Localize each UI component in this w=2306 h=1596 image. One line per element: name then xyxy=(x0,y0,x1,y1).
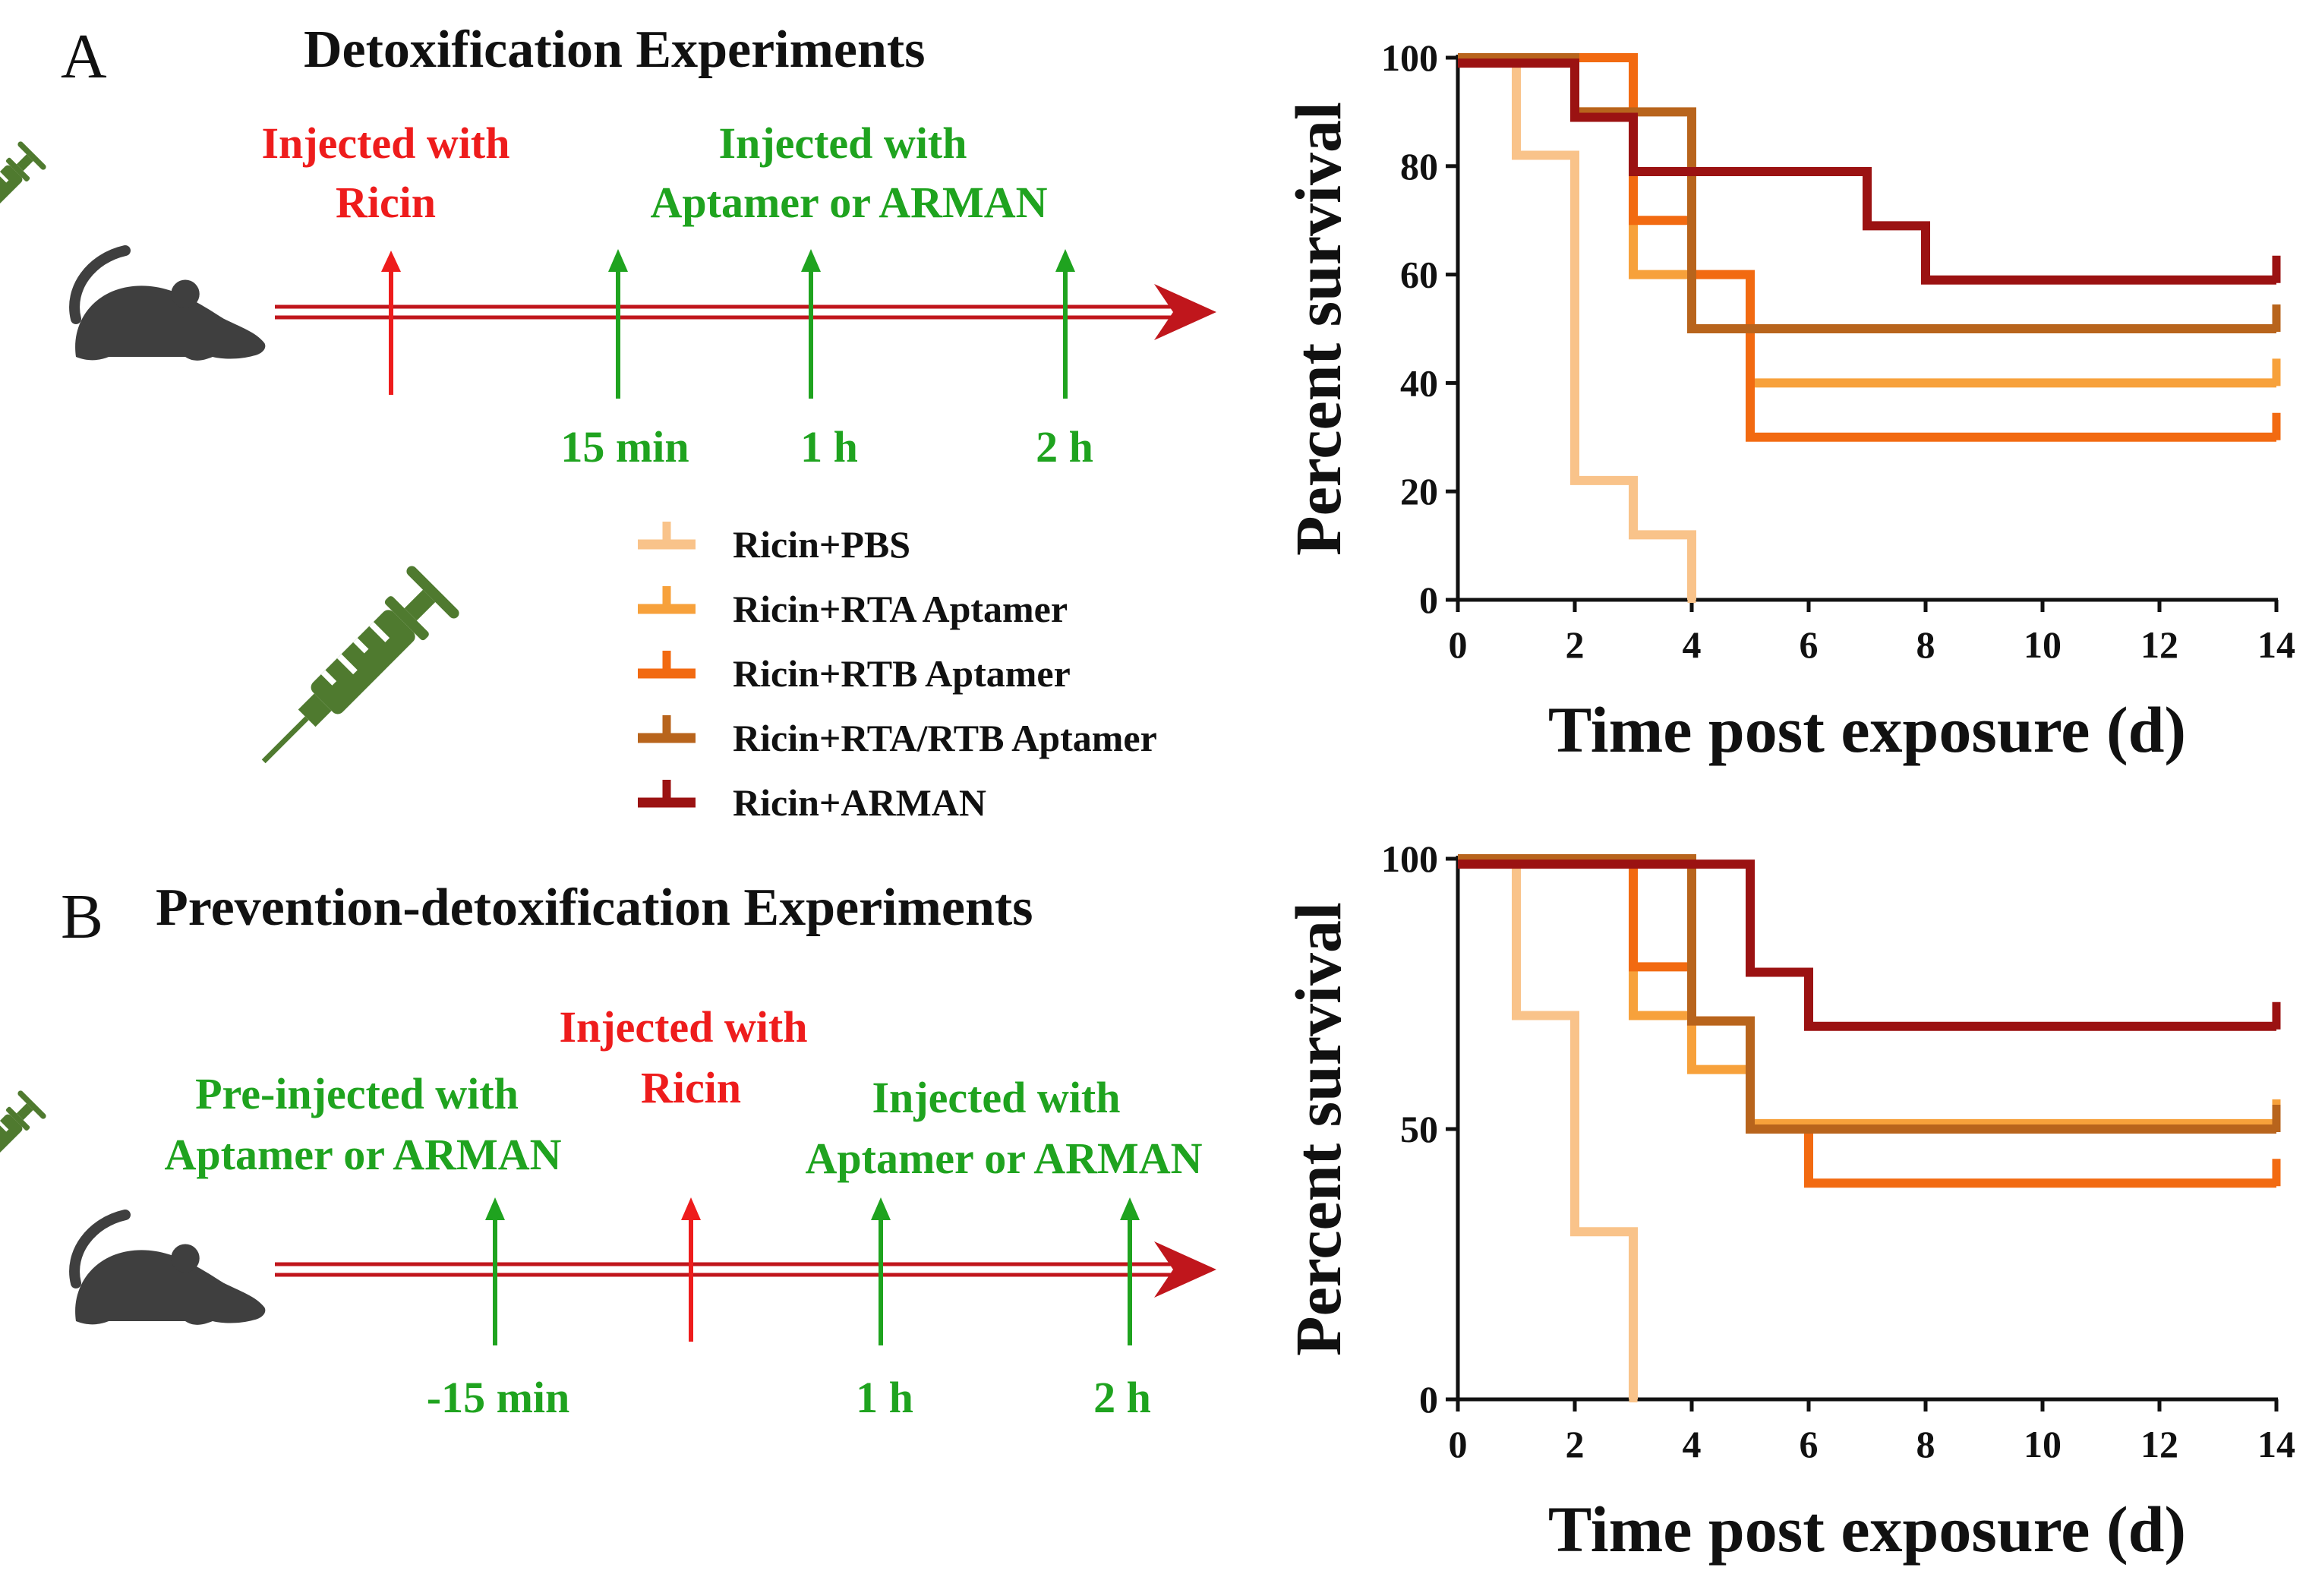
y-tick-label: 60 xyxy=(1400,254,1438,296)
legend-item: Ricin+PBS xyxy=(638,522,910,566)
y-axis-title: Percent survival xyxy=(1282,902,1355,1356)
ricin-injection-arrow xyxy=(681,1197,701,1342)
panel-a-title: Detoxification Experiments xyxy=(304,21,925,79)
x-tick-label: 0 xyxy=(1449,623,1468,666)
x-tick-label: 6 xyxy=(1800,623,1819,666)
mouse-icon xyxy=(75,279,266,361)
legend-swatch xyxy=(638,651,696,679)
panel-b-pre-label-line2: Aptamer or ARMAN xyxy=(165,1130,562,1179)
x-tick-label: 12 xyxy=(2140,1423,2178,1465)
y-tick-label: 20 xyxy=(1400,470,1438,513)
x-tick-label: 0 xyxy=(1449,1423,1468,1465)
panel-b-title: Prevention-detoxification Experiments xyxy=(156,878,1033,937)
y-tick-label: 0 xyxy=(1419,579,1438,621)
x-tick-label: 10 xyxy=(2024,623,2062,666)
time-label-minus15min: -15 min xyxy=(427,1373,570,1422)
series-line-ricin-rta-aptamer xyxy=(1458,854,2276,1128)
y-axis-title: Percent survival xyxy=(1282,102,1355,556)
y-tick-label: 100 xyxy=(1381,36,1438,79)
syringe-icon xyxy=(0,1089,48,1210)
x-tick-label: 6 xyxy=(1800,1423,1819,1465)
panel-a-ricin-label-line1: Injected with xyxy=(261,118,509,168)
time-label-2h: 2 h xyxy=(1093,1373,1151,1422)
panel-b-treatment-label-line2: Aptamer or ARMAN xyxy=(806,1134,1203,1183)
legend-item: Ricin+ARMAN xyxy=(638,780,986,824)
series-line-ricin-rta-rtb-aptamer xyxy=(1458,53,2276,333)
x-tick-label: 2 xyxy=(1566,1423,1585,1465)
legend-swatch xyxy=(638,522,696,550)
legend-label: Ricin+PBS xyxy=(733,523,910,566)
series-line-ricin-pbs xyxy=(1458,53,1696,600)
y-tick-label: 0 xyxy=(1419,1378,1438,1421)
panel-a-treatment-label-line1: Injected with xyxy=(718,118,967,168)
panel-b-ricin-label-line1: Injected with xyxy=(559,1002,807,1052)
series-line-ricin-pbs xyxy=(1458,854,1638,1399)
treatment-arrow-15min xyxy=(608,249,628,399)
treatment-arrow-2h xyxy=(1120,1197,1140,1345)
x-axis-title: Time post exposure (d) xyxy=(1548,1493,2186,1566)
x-tick-label: 14 xyxy=(2257,1423,2295,1465)
y-tick-label: 40 xyxy=(1400,361,1438,404)
legend: Ricin+PBS Ricin+RTA Aptamer Ricin+RTB Apta… xyxy=(638,522,1157,824)
mouse-tail-icon xyxy=(69,245,131,324)
x-tick-label: 2 xyxy=(1566,623,1585,666)
mouse-icon xyxy=(75,1244,266,1325)
x-tick-label: 14 xyxy=(2257,623,2295,666)
legend-item: Ricin+RTB Aptamer xyxy=(638,651,1071,695)
syringe-large-icon xyxy=(238,563,462,787)
legend-label: Ricin+RTA/RTB Aptamer xyxy=(733,717,1157,759)
y-tick-label: 80 xyxy=(1400,145,1438,188)
mouse-tail-icon xyxy=(69,1210,131,1288)
time-label-1h: 1 h xyxy=(800,422,858,472)
treatment-arrow-2h xyxy=(1055,249,1075,399)
legend-label: Ricin+RTB Aptamer xyxy=(733,652,1071,695)
time-label-1h: 1 h xyxy=(856,1373,913,1422)
y-tick-label: 50 xyxy=(1400,1108,1438,1150)
legend-item: Ricin+RTA/RTB Aptamer xyxy=(638,715,1157,759)
treatment-arrow-1h xyxy=(801,249,821,399)
x-tick-label: 4 xyxy=(1683,1423,1702,1465)
y-tick-label: 100 xyxy=(1381,837,1438,880)
legend-swatch xyxy=(638,780,696,808)
time-label-2h: 2 h xyxy=(1036,422,1093,472)
panel-b-treatment-label-line1: Injected with xyxy=(872,1073,1120,1122)
series-line-ricin-rtb-aptamer xyxy=(1458,854,2276,1188)
survival-chart-a: 0 2 4 6 8 10 12 14 0 20 40 60 80 100 Time post exposur… xyxy=(1282,36,2295,766)
series-line-ricin-rta-rtb-aptamer xyxy=(1458,854,2276,1134)
x-tick-label: 8 xyxy=(1916,1423,1935,1465)
panel-b-diagram: B Prevention-detoxification Experiments … xyxy=(0,878,1216,1422)
panel-a-treatment-label-line2: Aptamer or ARMAN xyxy=(651,178,1048,227)
x-tick-label: 12 xyxy=(2140,623,2178,666)
timeline-arrowhead xyxy=(1154,1241,1216,1298)
panel-a-diagram: A Detoxification Experiments Injected wi… xyxy=(0,21,1216,472)
x-tick-label: 8 xyxy=(1916,623,1935,666)
legend-label: Ricin+RTA Aptamer xyxy=(733,588,1068,630)
survival-chart-b: 0 2 4 6 8 10 12 14 0 50 100 Time post exposure (d) P… xyxy=(1282,837,2295,1566)
legend-item: Ricin+RTA Aptamer xyxy=(638,586,1068,630)
legend-label: Ricin+ARMAN xyxy=(733,781,986,824)
panel-a-letter: A xyxy=(61,21,107,92)
time-label-15min: 15 min xyxy=(560,422,689,472)
timeline-arrowhead xyxy=(1154,284,1216,340)
x-tick-label: 4 xyxy=(1683,623,1702,666)
syringe-icon xyxy=(0,140,48,260)
legend-swatch xyxy=(638,586,696,614)
series-line-ricin-arman xyxy=(1458,58,2276,285)
panel-b-pre-label-line1: Pre-injected with xyxy=(195,1069,519,1118)
panel-b-ricin-label-line2: Ricin xyxy=(641,1063,741,1112)
x-tick-label: 10 xyxy=(2024,1423,2062,1465)
legend-swatch xyxy=(638,715,696,743)
pre-treatment-arrow xyxy=(485,1197,505,1345)
series-line-ricin-arman xyxy=(1458,860,2276,1031)
treatment-arrow-1h xyxy=(871,1197,891,1345)
ricin-injection-arrow xyxy=(381,251,401,395)
x-axis-title: Time post exposure (d) xyxy=(1548,693,2186,766)
panel-b-letter: B xyxy=(61,882,103,952)
panel-a-ricin-label-line2: Ricin xyxy=(336,178,436,227)
